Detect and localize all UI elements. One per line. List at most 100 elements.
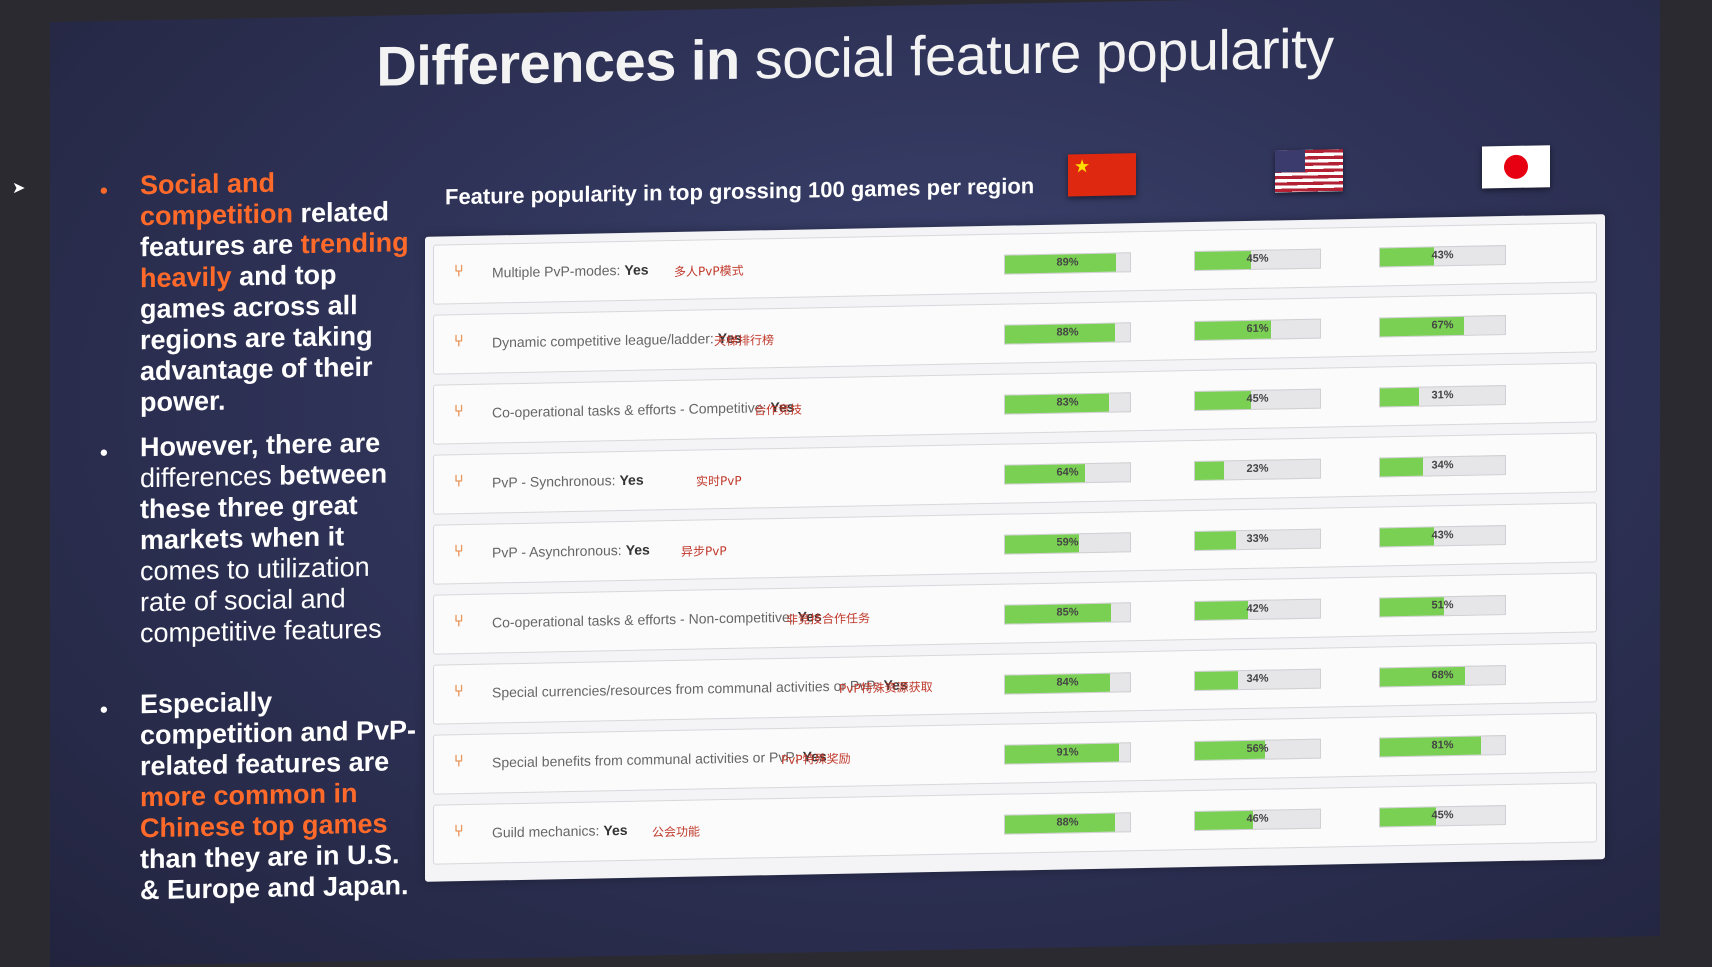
- bar-usa: 46%: [1194, 808, 1321, 832]
- feature-row: ⑂ Dynamic competitive league/ladder: Yes 天梯…: [433, 292, 1597, 375]
- bar-value-label: 46%: [1246, 812, 1269, 826]
- bar-value-label: 43%: [1431, 249, 1454, 262]
- bar-value-label: 88%: [1056, 326, 1079, 339]
- feature-label: Guild mechanics: Yes: [492, 822, 628, 841]
- bar-value-label: 23%: [1246, 462, 1269, 476]
- feature-yes: Yes: [619, 471, 644, 489]
- bullet-text: than they are in U.S. & Europe and Japan…: [140, 839, 409, 906]
- bar-value-label: 56%: [1246, 742, 1269, 756]
- feature-label-text: Co-operational tasks & efforts - Non-com…: [492, 608, 794, 631]
- bullet-dot-icon: •: [100, 439, 108, 466]
- bar-japan: 34%: [1379, 455, 1506, 478]
- feature-label: Special benefits from communal activitie…: [492, 748, 827, 770]
- feature-label: Multiple PvP-modes: Yes: [492, 262, 649, 281]
- bar-china: 88%: [1004, 812, 1131, 835]
- projected-slide: Differences in social feature popularity…: [50, 0, 1660, 967]
- bullet-text: Especially competition and PvP-related f…: [140, 686, 417, 782]
- feature-row: ⑂ PvP - Synchronous: Yes 实时PvP 64% 23% 34%: [433, 432, 1597, 515]
- bar-value-label: 85%: [1056, 606, 1079, 619]
- bar-japan: 67%: [1379, 315, 1506, 338]
- bar-value-label: 33%: [1246, 532, 1269, 546]
- bar-value-label: 43%: [1431, 529, 1454, 542]
- bar-usa: 45%: [1194, 248, 1321, 272]
- feature-row: ⑂ Co-operational tasks & efforts - Compet…: [433, 362, 1597, 445]
- bar-china: 59%: [1004, 532, 1131, 555]
- bar-usa: 23%: [1194, 458, 1321, 482]
- feature-table: ⑂ Multiple PvP-modes: Yes 多人PvP模式 89% 45% 43% ⑂…: [425, 214, 1605, 882]
- feature-icon: ⑂: [454, 263, 464, 281]
- bar-japan: 68%: [1379, 665, 1506, 688]
- bar-value-label: 34%: [1246, 672, 1269, 686]
- feature-icon: ⑂: [454, 753, 464, 771]
- feature-label: PvP - Synchronous: Yes: [492, 472, 644, 491]
- bullet-text: more common in Chinese top games: [140, 778, 388, 844]
- bar-value-label: 89%: [1056, 256, 1079, 269]
- feature-icon: ⑂: [454, 613, 464, 631]
- bar-value-label: 45%: [1246, 252, 1269, 266]
- feature-note: 公会功能: [652, 824, 701, 840]
- feature-note: 实时PvP: [696, 473, 742, 489]
- feature-row: ⑂ Guild mechanics: Yes 公会功能 88% 46% 45%: [433, 782, 1597, 865]
- china-flag-icon: ★: [1068, 153, 1136, 197]
- bar-usa: 45%: [1194, 388, 1321, 412]
- bar-value-label: 45%: [1246, 392, 1269, 406]
- bullet-dot-icon: •: [100, 696, 108, 723]
- bar-japan: 51%: [1379, 595, 1506, 618]
- slide-title: Differences in social feature popularity: [50, 9, 1660, 105]
- feature-label-text: PvP - Asynchronous:: [492, 542, 622, 561]
- feature-yes: Yes: [624, 261, 649, 278]
- bar-japan: 45%: [1379, 805, 1506, 828]
- feature-icon: ⑂: [454, 823, 464, 841]
- feature-label-text: PvP - Synchronous:: [492, 472, 616, 491]
- feature-label-text: Multiple PvP-modes:: [492, 262, 621, 281]
- bullet-text: Social and competition: [140, 167, 293, 232]
- feature-label-text: Special currencies/resources from commun…: [492, 677, 880, 701]
- title-bold: Differences in: [376, 27, 740, 98]
- feature-label-text: Co-operational tasks & efforts - Competi…: [492, 399, 767, 421]
- bullet-dot-icon: •: [100, 177, 108, 204]
- mouse-cursor-icon: ➤: [12, 180, 26, 197]
- bar-value-label: 34%: [1431, 459, 1454, 472]
- feature-icon: ⑂: [454, 473, 464, 491]
- bar-value-label: 88%: [1056, 816, 1079, 829]
- feature-note: PvP特殊资源获取: [839, 680, 933, 696]
- feature-icon: ⑂: [454, 403, 464, 421]
- feature-note: 合作竞技: [754, 402, 803, 418]
- feature-row: ⑂ Multiple PvP-modes: Yes 多人PvP模式 89% 45% 43%: [433, 222, 1597, 305]
- feature-note: 多人PvP模式: [674, 263, 744, 280]
- bar-japan: 31%: [1379, 385, 1506, 408]
- bar-china: 88%: [1004, 322, 1131, 345]
- bar-value-label: 61%: [1246, 322, 1269, 336]
- bar-china: 83%: [1004, 392, 1131, 415]
- bar-value-label: 68%: [1431, 669, 1454, 682]
- bullet-point: • However, there are differences between …: [80, 427, 420, 651]
- bar-china: 85%: [1004, 602, 1131, 625]
- feature-icon: ⑂: [454, 543, 464, 561]
- bar-value-label: 51%: [1431, 599, 1454, 612]
- bullet-point: • Especially competition and PvP-related …: [80, 684, 420, 908]
- title-rest: social feature popularity: [754, 16, 1334, 91]
- bullet-text: However, there are: [140, 427, 381, 463]
- japan-flag-icon: [1482, 145, 1550, 189]
- bar-china: 89%: [1004, 252, 1131, 275]
- bar-usa: 34%: [1194, 668, 1321, 692]
- bar-usa: 33%: [1194, 528, 1321, 552]
- feature-yes: Yes: [625, 541, 650, 558]
- feature-label-text: Special benefits from communal activitie…: [492, 748, 799, 771]
- bar-value-label: 42%: [1246, 602, 1269, 616]
- bar-value-label: 91%: [1056, 746, 1079, 759]
- bar-usa: 56%: [1194, 738, 1321, 762]
- bar-china: 64%: [1004, 462, 1131, 485]
- bar-value-label: 83%: [1056, 396, 1079, 409]
- bar-value-label: 31%: [1431, 389, 1454, 402]
- feature-label: Co-operational tasks & efforts - Competi…: [492, 399, 795, 421]
- bar-value-label: 84%: [1056, 676, 1079, 689]
- feature-icon: ⑂: [454, 683, 464, 701]
- feature-note: 天梯排行榜: [714, 333, 775, 349]
- feature-note: PvP特殊奖励: [781, 751, 851, 767]
- bar-japan: 43%: [1379, 525, 1506, 548]
- bar-value-label: 67%: [1431, 319, 1454, 332]
- feature-label-text: Dynamic competitive league/ladder:: [492, 330, 714, 351]
- bar-china: 91%: [1004, 742, 1131, 765]
- bar-usa: 61%: [1194, 318, 1321, 342]
